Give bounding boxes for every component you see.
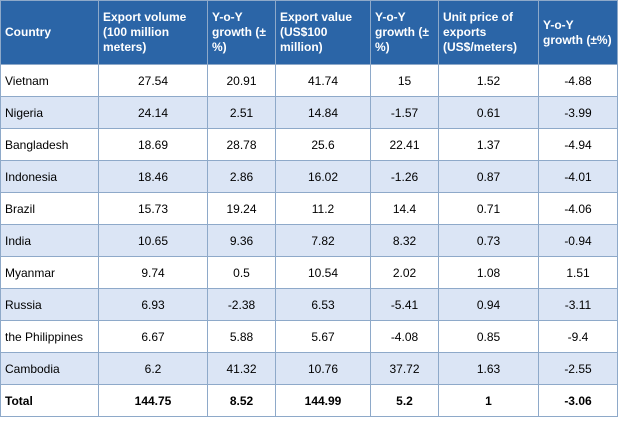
total-value-growth: 5.2 [370,384,439,417]
cell-export-volume: 27.54 [98,64,208,97]
header-export-volume: Export volume (100 million meters) [98,0,208,65]
header-volume-growth: Y-o-Y growth (±%) [207,0,276,65]
cell-unit-price: 0.61 [438,96,539,129]
cell-export-volume: 6.67 [98,320,208,353]
cell-export-volume: 18.46 [98,160,208,193]
cell-unit-price: 0.94 [438,288,539,321]
cell-country: Russia [0,288,99,321]
table-row: the Philippines 6.67 5.88 5.67 -4.08 0.8… [0,320,618,353]
header-value-growth: Y-o-Y growth (±%) [370,0,439,65]
cell-price-growth: -3.99 [538,96,618,129]
cell-export-value: 7.82 [275,224,371,257]
cell-volume-growth: 41.32 [207,352,276,385]
cell-value-growth: 22.41 [370,128,439,161]
cell-export-value: 16.02 [275,160,371,193]
cell-value-growth: -1.26 [370,160,439,193]
table-row: Cambodia 6.2 41.32 10.76 37.72 1.63 -2.5… [0,352,618,385]
cell-export-value: 5.67 [275,320,371,353]
cell-price-growth: -4.88 [538,64,618,97]
total-label: Total [0,384,99,417]
cell-volume-growth: 28.78 [207,128,276,161]
cell-country: the Philippines [0,320,99,353]
table-row: Indonesia 18.46 2.86 16.02 -1.26 0.87 -4… [0,160,618,193]
table-row: Bangladesh 18.69 28.78 25.6 22.41 1.37 -… [0,128,618,161]
table-row: Russia 6.93 -2.38 6.53 -5.41 0.94 -3.11 [0,288,618,321]
cell-volume-growth: 5.88 [207,320,276,353]
cell-value-growth: 8.32 [370,224,439,257]
cell-price-growth: -2.55 [538,352,618,385]
cell-volume-growth: -2.38 [207,288,276,321]
cell-volume-growth: 9.36 [207,224,276,257]
export-table: Country Export volume (100 million meter… [0,0,618,417]
header-price-growth: Y-o-Y growth (±%) [538,0,618,65]
cell-unit-price: 0.73 [438,224,539,257]
cell-value-growth: 2.02 [370,256,439,289]
table-row: Brazil 15.73 19.24 11.2 14.4 0.71 -4.06 [0,192,618,225]
cell-export-value: 10.76 [275,352,371,385]
header-row: Country Export volume (100 million meter… [0,0,618,65]
table-row: India 10.65 9.36 7.82 8.32 0.73 -0.94 [0,224,618,257]
cell-price-growth: -3.11 [538,288,618,321]
cell-price-growth: -9.4 [538,320,618,353]
cell-value-growth: -1.57 [370,96,439,129]
cell-value-growth: -4.08 [370,320,439,353]
cell-unit-price: 1.63 [438,352,539,385]
cell-country: India [0,224,99,257]
cell-export-volume: 6.93 [98,288,208,321]
cell-export-volume: 9.74 [98,256,208,289]
total-row: Total 144.75 8.52 144.99 5.2 1 -3.06 [0,384,618,417]
total-unit-price: 1 [438,384,539,417]
cell-price-growth: -4.94 [538,128,618,161]
cell-unit-price: 0.71 [438,192,539,225]
cell-price-growth: -0.94 [538,224,618,257]
cell-volume-growth: 2.86 [207,160,276,193]
cell-value-growth: -5.41 [370,288,439,321]
table-row: Nigeria 24.14 2.51 14.84 -1.57 0.61 -3.9… [0,96,618,129]
cell-export-value: 41.74 [275,64,371,97]
cell-export-volume: 18.69 [98,128,208,161]
table-row: Myanmar 9.74 0.5 10.54 2.02 1.08 1.51 [0,256,618,289]
cell-value-growth: 37.72 [370,352,439,385]
cell-unit-price: 0.85 [438,320,539,353]
cell-export-volume: 15.73 [98,192,208,225]
cell-export-value: 11.2 [275,192,371,225]
cell-export-value: 10.54 [275,256,371,289]
cell-country: Indonesia [0,160,99,193]
header-country: Country [0,0,99,65]
cell-price-growth: -4.01 [538,160,618,193]
header-unit-price: Unit price of exports (US$/meters) [438,0,539,65]
cell-country: Cambodia [0,352,99,385]
cell-country: Vietnam [0,64,99,97]
cell-export-volume: 10.65 [98,224,208,257]
cell-country: Brazil [0,192,99,225]
cell-country: Bangladesh [0,128,99,161]
cell-volume-growth: 19.24 [207,192,276,225]
cell-country: Myanmar [0,256,99,289]
cell-unit-price: 1.37 [438,128,539,161]
table-row: Vietnam 27.54 20.91 41.74 15 1.52 -4.88 [0,64,618,97]
cell-value-growth: 14.4 [370,192,439,225]
cell-volume-growth: 2.51 [207,96,276,129]
cell-export-value: 25.6 [275,128,371,161]
total-price-growth: -3.06 [538,384,618,417]
cell-price-growth: -4.06 [538,192,618,225]
cell-export-volume: 24.14 [98,96,208,129]
cell-value-growth: 15 [370,64,439,97]
cell-country: Nigeria [0,96,99,129]
cell-volume-growth: 0.5 [207,256,276,289]
cell-export-volume: 6.2 [98,352,208,385]
header-export-value: Export value (US$100 million) [275,0,371,65]
total-export-value: 144.99 [275,384,371,417]
total-export-volume: 144.75 [98,384,208,417]
total-volume-growth: 8.52 [207,384,276,417]
cell-volume-growth: 20.91 [207,64,276,97]
cell-unit-price: 1.52 [438,64,539,97]
cell-unit-price: 1.08 [438,256,539,289]
cell-unit-price: 0.87 [438,160,539,193]
cell-export-value: 14.84 [275,96,371,129]
cell-export-value: 6.53 [275,288,371,321]
cell-price-growth: 1.51 [538,256,618,289]
